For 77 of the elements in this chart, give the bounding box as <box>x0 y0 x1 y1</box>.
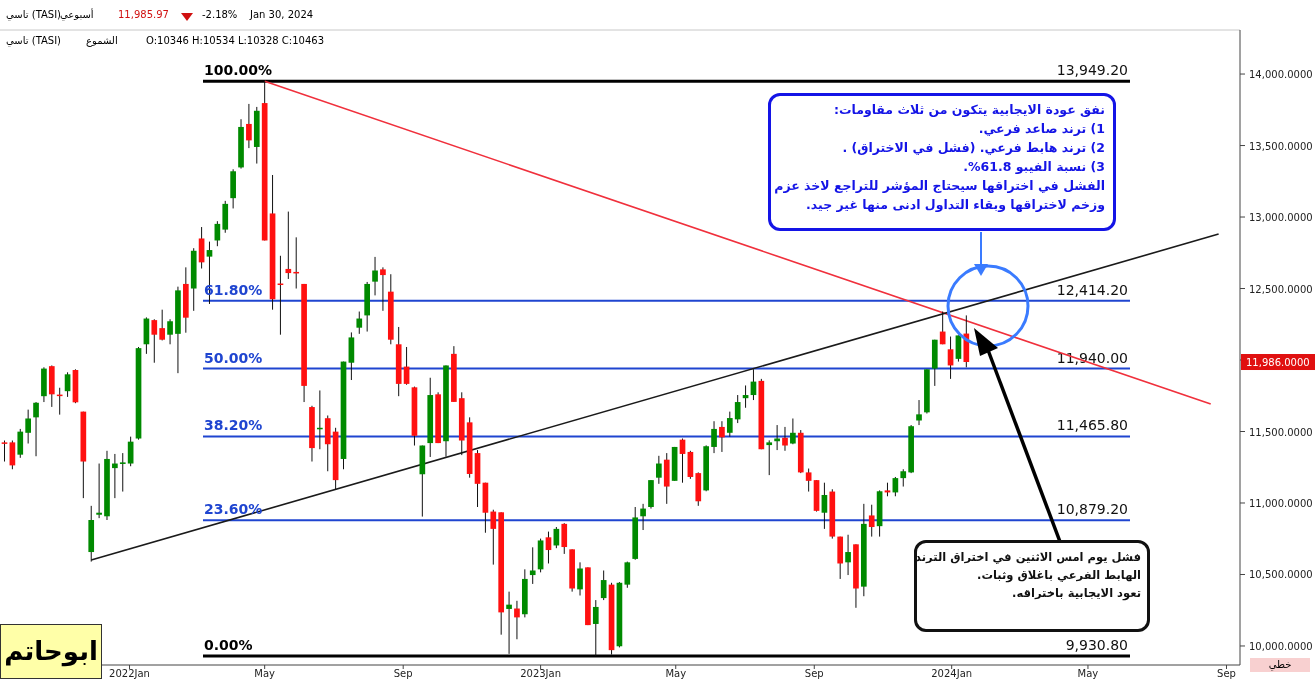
candlestick <box>545 531 552 564</box>
y-tick-label: 10,500.0000 <box>1249 569 1313 581</box>
candlestick <box>1 440 8 463</box>
candlestick <box>790 417 796 445</box>
annotation: 0.00% <box>204 636 253 653</box>
y-tick-label: 13,000.0000 <box>1249 212 1313 224</box>
annotation: ابوحاتم <box>0 624 102 679</box>
x-tick-label: May <box>665 668 687 679</box>
candlestick <box>640 503 646 531</box>
candlestick <box>868 504 875 538</box>
text: -2.18% <box>202 9 238 20</box>
candlestick <box>845 534 851 576</box>
candlestick <box>17 428 24 459</box>
candlestick <box>916 399 922 426</box>
candlestick <box>112 453 118 499</box>
annotation: تاسي (TASI) <box>6 35 61 46</box>
candlestick <box>719 420 725 453</box>
chart-title: تاسي (TASI) <box>6 9 61 20</box>
candlestick <box>711 420 717 454</box>
y-tick-label: 11,000.0000 <box>1249 498 1313 509</box>
candlestick <box>490 509 497 566</box>
annotation: 38.20% <box>204 417 263 434</box>
annotation: الشموع <box>86 35 118 46</box>
y-tick-label: 10,000.0000 <box>1249 640 1313 652</box>
annotation: 50.00% <box>204 349 263 366</box>
candlestick <box>726 411 733 438</box>
text: Jan 30, 2024 <box>250 9 314 20</box>
candlestick <box>577 561 583 597</box>
ref-line-label: 11,465.80 <box>1056 417 1128 434</box>
y-tick-label: 12,500.0000 <box>1249 283 1313 295</box>
ref-line-label: 13,949.20 <box>1056 62 1128 79</box>
candlestick <box>356 311 363 335</box>
text: أسبوعي <box>60 9 94 20</box>
candlestick <box>805 468 812 493</box>
x-tick-label: 2022Jan <box>109 668 150 679</box>
text: 11,985.97 <box>118 9 169 20</box>
candlestick <box>372 256 378 296</box>
candlestick <box>529 546 536 585</box>
candlestick <box>734 394 741 424</box>
ref-line-label: 12,414.20 <box>1056 281 1128 298</box>
candlestick <box>285 211 292 280</box>
x-tick-label: May <box>1077 668 1099 679</box>
candlestick <box>600 569 607 601</box>
candlestick <box>561 522 568 555</box>
candlestick <box>939 311 946 345</box>
candlestick <box>656 455 662 485</box>
ref-line-label: 10,879.20 <box>1056 501 1128 518</box>
candlestick <box>782 426 788 452</box>
candlestick <box>592 599 599 657</box>
text: خطي <box>1250 658 1310 672</box>
candlestick <box>119 452 126 493</box>
x-tick-label: Sep <box>804 668 824 679</box>
y-tick-label: 14,000.0000 <box>1249 69 1313 81</box>
x-tick-label: Sep <box>1217 668 1236 679</box>
annotation: 23.60% <box>204 501 263 518</box>
candlestick <box>514 600 520 640</box>
candlestick <box>624 561 631 589</box>
candlestick <box>25 409 31 445</box>
candlestick <box>380 266 386 312</box>
x-tick-label: May <box>254 668 276 679</box>
candlestick <box>159 309 166 341</box>
candlestick <box>167 318 173 345</box>
x-tick-label: 2023Jan <box>520 668 562 679</box>
text: 11,986.0000 <box>1246 357 1310 369</box>
ref-line-label: 9,930.80 <box>1065 636 1128 653</box>
candlestick <box>33 401 39 457</box>
candlestick <box>766 439 773 476</box>
x-tick-label: Sep <box>393 668 413 679</box>
x-tick-label: 2024Jan <box>931 668 973 679</box>
y-tick-label: 11,500.0000 <box>1249 426 1313 438</box>
y-tick-label: 13,500.0000 <box>1249 140 1313 152</box>
annotation: O:10346 H:10534 L:10328 C:10463 <box>146 35 325 46</box>
candlestick <box>506 591 512 655</box>
candlestick <box>96 463 102 519</box>
candlestick <box>151 318 158 364</box>
candlestick <box>246 103 252 149</box>
annotation: 100.00% <box>204 62 273 79</box>
